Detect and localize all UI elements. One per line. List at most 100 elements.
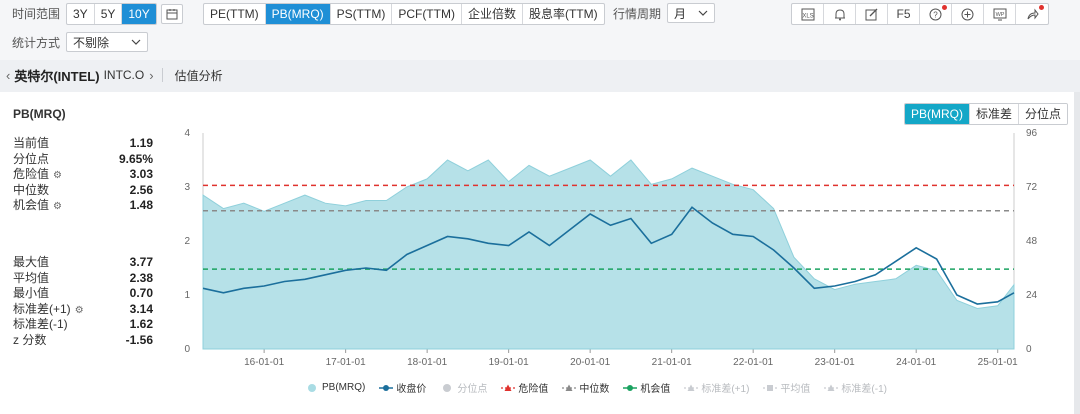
wp-icon[interactable]: WP xyxy=(984,4,1016,24)
stat-row: 标准差(-1) 1.62 xyxy=(13,317,153,333)
legend-marker xyxy=(562,384,577,391)
stat-value: 2.56 xyxy=(129,182,153,197)
legend-item[interactable]: 收盘价 xyxy=(379,380,426,395)
legend-item[interactable]: PB(MRQ) xyxy=(305,382,365,393)
xls-icon[interactable]: XLS xyxy=(792,4,824,24)
stat-value: 2.38 xyxy=(129,270,153,285)
legend-marker xyxy=(308,383,316,392)
stat-value: -1.56 xyxy=(125,332,153,347)
tool-group: XLS F5 ? WP xyxy=(791,3,1049,25)
notification-dot xyxy=(942,5,947,10)
metric-ev-multiple-button[interactable]: 企业倍数 xyxy=(462,4,523,24)
stat-label: 分位点 xyxy=(13,151,50,166)
stat-label: 当前值 xyxy=(13,136,50,150)
legend-item[interactable]: 平均值 xyxy=(763,380,810,395)
calendar-icon[interactable] xyxy=(160,4,183,24)
method-select[interactable]: 不剔除 xyxy=(66,32,148,52)
legend-item[interactable]: 标准差(+1) xyxy=(684,380,749,395)
chevron-down-icon xyxy=(698,10,708,16)
legend-label: 收盘价 xyxy=(396,384,427,395)
scrollbar[interactable] xyxy=(1074,92,1080,414)
stat-row: 标准差(+1) ⚙ 3.14 xyxy=(13,302,153,318)
stat-value: 9.65% xyxy=(118,151,153,166)
gear-icon[interactable]: ⚙ xyxy=(53,170,62,181)
time-range-segment: 3Y 5Y 10Y xyxy=(66,3,157,25)
share-icon[interactable] xyxy=(1016,4,1048,24)
chevron-left-icon[interactable]: ‹ xyxy=(6,67,11,83)
help-icon[interactable]: ? xyxy=(920,4,952,24)
stat-label: 机会值 ⚙ xyxy=(13,198,62,212)
stat-value: 1.62 xyxy=(129,317,153,331)
security-name[interactable]: 英特尔(INTEL) xyxy=(14,68,100,84)
legend-item[interactable]: 危险值 xyxy=(501,380,548,395)
legend-label: 分位点 xyxy=(457,384,488,395)
svg-text:XLS: XLS xyxy=(802,13,813,19)
range-5y-button[interactable]: 5Y xyxy=(95,4,123,24)
f5-refresh-button[interactable]: F5 xyxy=(888,4,920,24)
gear-icon[interactable]: ⚙ xyxy=(53,201,62,212)
legend-marker xyxy=(763,384,778,391)
legend-item[interactable]: 标准差(-1) xyxy=(824,380,887,395)
stat-value: 3.77 xyxy=(129,255,153,269)
legend-marker xyxy=(443,383,452,392)
metric-pcf-button[interactable]: PCF(TTM) xyxy=(392,4,462,24)
tab-std-dev[interactable]: 标准差 xyxy=(969,104,1019,124)
stat-value: 1.48 xyxy=(129,198,153,212)
legend-label: 标准差(-1) xyxy=(841,384,887,395)
legend-label: PB(MRQ) xyxy=(322,382,366,393)
stat-row: 平均值 2.38 xyxy=(13,271,153,287)
stat-label: 平均值 xyxy=(13,270,50,285)
tab-pb[interactable]: PB(MRQ) xyxy=(904,104,970,124)
range-3y-button[interactable]: 3Y xyxy=(67,4,95,24)
stat-value: 3.03 xyxy=(129,167,153,181)
legend-item[interactable]: 机会值 xyxy=(623,380,670,395)
plus-circle-icon[interactable] xyxy=(952,4,984,24)
legend-marker xyxy=(824,384,839,391)
legend-label: 标准差(+1) xyxy=(701,384,750,395)
divider xyxy=(161,68,163,82)
bell-icon[interactable] xyxy=(824,4,856,24)
edit-icon[interactable] xyxy=(856,4,888,24)
stats-top: 当前值 1.19 分位点 9.65% 危险值 ⚙ 3.03 中位数 2.56 机会值 ⚙ 1.48 xyxy=(13,136,153,214)
legend-label: 中位数 xyxy=(579,384,610,395)
legend-marker xyxy=(623,384,638,391)
stat-row: 最大值 3.77 xyxy=(13,255,153,271)
stat-row: 当前值 1.19 xyxy=(13,136,153,152)
svg-text:?: ? xyxy=(933,10,938,19)
metric-ps-button[interactable]: PS(TTM) xyxy=(331,4,393,24)
legend-label: 机会值 xyxy=(640,384,671,395)
legend-item[interactable]: 中位数 xyxy=(562,380,609,395)
range-10y-button[interactable]: 10Y xyxy=(122,4,156,24)
time-range-label: 时间范围 xyxy=(12,6,61,21)
method-value: 不剔除 xyxy=(73,35,110,50)
period-select[interactable]: 月 xyxy=(667,3,715,23)
notification-dot xyxy=(1039,5,1044,10)
stat-label: 标准差(-1) xyxy=(13,317,68,331)
gear-icon[interactable]: ⚙ xyxy=(74,304,84,316)
period-label: 行情周期 xyxy=(613,6,662,21)
stat-label: 最小值 xyxy=(13,286,50,300)
stat-value: 0.70 xyxy=(129,286,153,300)
tab-percentile[interactable]: 分位点 xyxy=(1018,104,1067,124)
stat-label: 最大值 xyxy=(13,255,50,269)
security-code: INTC.O xyxy=(103,68,145,82)
legend-marker xyxy=(501,384,516,391)
chevron-down-icon xyxy=(131,39,141,45)
stat-row: 机会值 ⚙ 1.48 xyxy=(13,198,153,214)
metric-pb-button[interactable]: PB(MRQ) xyxy=(265,4,331,24)
legend-label: 平均值 xyxy=(780,384,811,395)
metric-pe-button[interactable]: PE(TTM) xyxy=(204,4,266,24)
time-range-group: 时间范围 xyxy=(12,3,60,23)
chart-legend: PB(MRQ) 收盘价 分位点 危险值 中位数 机会值 标准差(+1) 平均值 标准差(-1) xyxy=(305,380,887,395)
stat-row: 分位点 9.65% xyxy=(13,152,153,168)
legend-item[interactable]: 分位点 xyxy=(440,380,487,395)
breadcrumb: ‹ 英特尔(INTEL) INTC.O › 估值分析 xyxy=(0,60,1080,90)
legend-marker xyxy=(684,384,699,391)
svg-text:WP: WP xyxy=(995,12,1004,18)
metric-dividend-yield-button[interactable]: 股息率(TTM) xyxy=(528,7,598,21)
stat-row: 危险值 ⚙ 3.03 xyxy=(13,167,153,183)
legend-label: 危险值 xyxy=(518,384,549,395)
section-title: 估值分析 xyxy=(174,68,223,83)
panel-title: PB(MRQ) xyxy=(13,107,66,121)
chevron-right-icon[interactable]: › xyxy=(149,67,154,83)
